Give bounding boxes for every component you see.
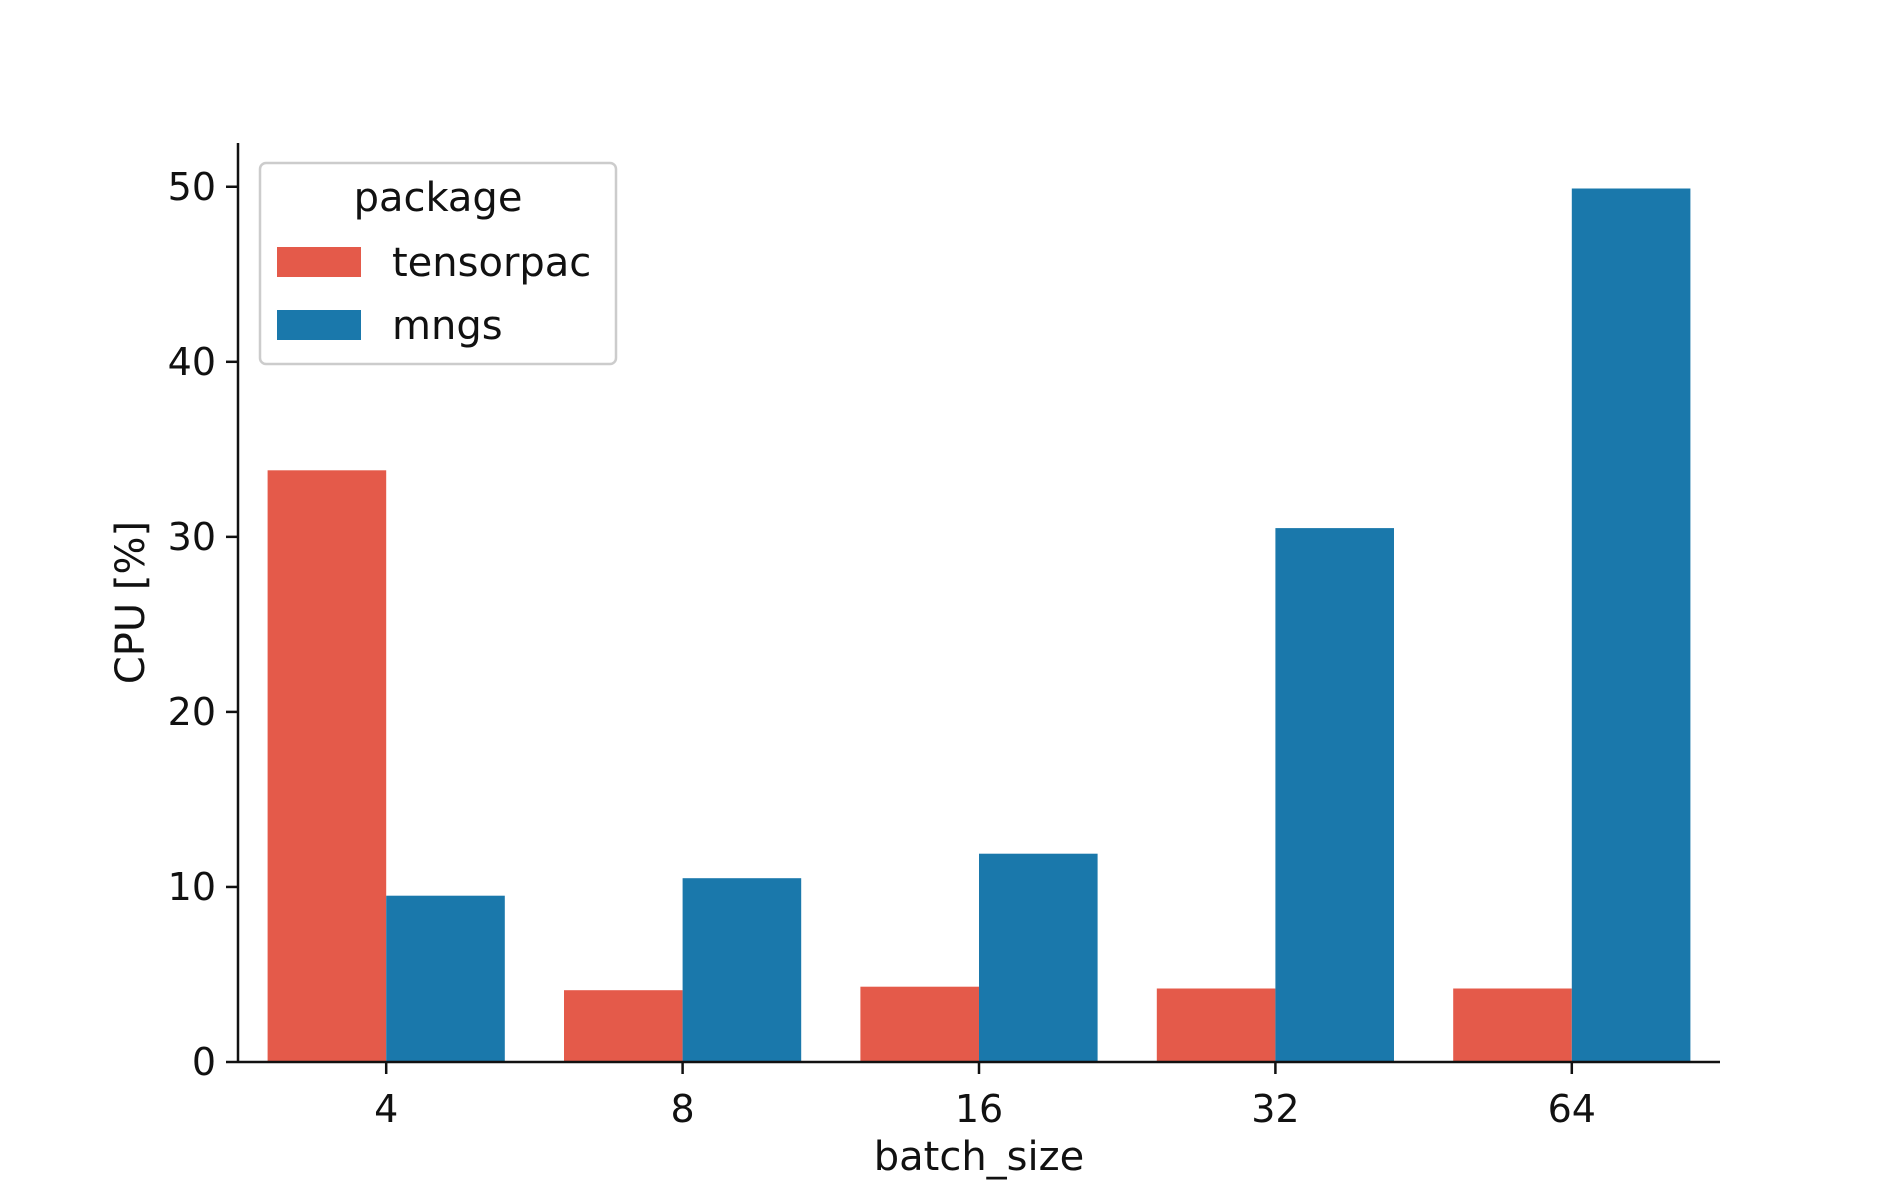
y-tick-label: 10	[168, 865, 216, 909]
y-tick-label: 20	[168, 690, 216, 734]
legend-swatch-mngs	[277, 310, 361, 340]
y-tick-label: 50	[168, 165, 216, 209]
bar-mngs-4	[386, 895, 505, 1062]
x-tick-label: 32	[1251, 1087, 1299, 1131]
y-ticks: 0 10 20 30 40 50	[168, 165, 238, 1084]
x-tick-label: 16	[955, 1087, 1003, 1131]
x-tick-label: 4	[374, 1087, 398, 1131]
bar-mngs-8	[682, 878, 802, 1062]
x-tick-label: 64	[1548, 1087, 1596, 1131]
y-tick-label: 30	[168, 515, 216, 559]
x-ticks: 4 8 16 32 64	[374, 1062, 1596, 1131]
y-axis-label: CPU [%]	[108, 521, 154, 684]
y-tick-label: 40	[168, 340, 216, 384]
bar-tensorpac-64	[1453, 988, 1572, 1062]
legend-items: tensorpac mngs	[277, 240, 591, 349]
x-axis-label: batch_size	[874, 1134, 1085, 1180]
bars-layer	[267, 188, 1691, 1062]
bar-mngs-32	[1275, 528, 1394, 1062]
bar-mngs-64	[1571, 188, 1691, 1062]
bar-mngs-16	[979, 853, 1098, 1062]
bar-tensorpac-32	[1156, 988, 1276, 1062]
bar-tensorpac-16	[860, 986, 979, 1062]
legend: package tensorpac mngs	[258, 161, 618, 366]
legend-label-mngs: mngs	[392, 303, 503, 349]
legend-title: package	[354, 175, 523, 221]
x-tick-label: 8	[671, 1087, 695, 1131]
legend-swatch-tensorpac	[277, 247, 361, 277]
legend-label-tensorpac: tensorpac	[392, 240, 591, 286]
bar-tensorpac-8	[564, 990, 683, 1062]
y-tick-label: 0	[192, 1040, 216, 1084]
bar-tensorpac-4	[267, 470, 387, 1062]
